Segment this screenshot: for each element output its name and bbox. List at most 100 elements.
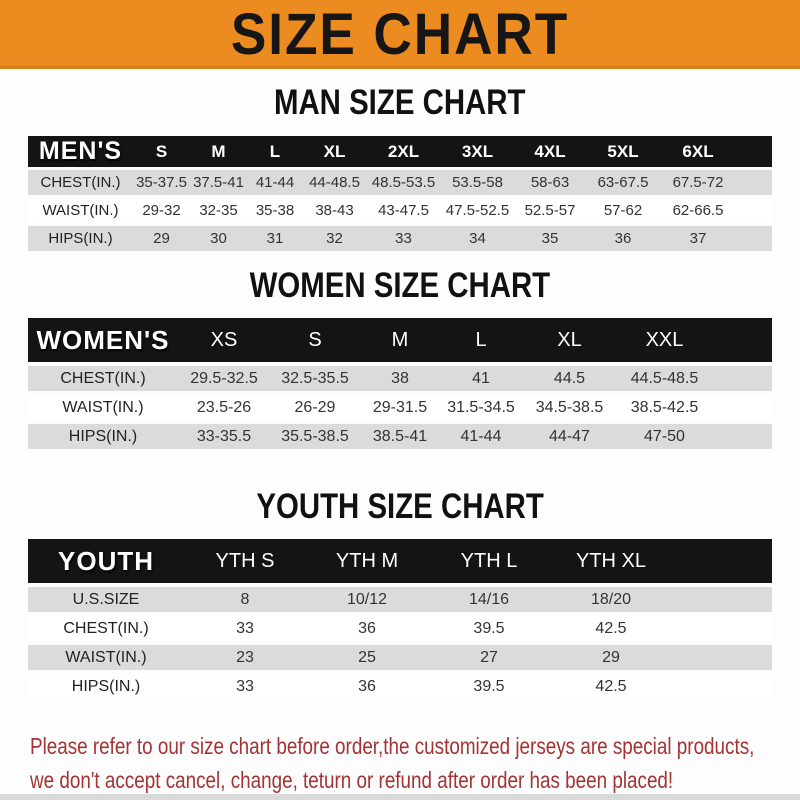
size-cell: 44-48.5 [303,170,366,195]
size-cell: 32.5-35.5 [270,366,360,391]
size-column-header: XL [303,136,366,167]
size-column-header: YTH L [428,539,550,583]
header-spacer [672,539,772,583]
size-cell: 47.5-52.5 [441,198,514,223]
size-cell: 38 [360,366,440,391]
row-label: WAIST(IN.) [28,395,178,420]
size-column-header: S [270,318,360,362]
youth-section-heading: YOUTH SIZE CHART [0,487,800,527]
row-spacer [712,366,772,391]
size-cell: 33-35.5 [178,424,270,449]
row-label: CHEST(IN.) [28,170,133,195]
header-spacer [712,318,772,362]
size-cell: 48.5-53.5 [366,170,441,195]
size-cell: 29-32 [133,198,190,223]
size-cell: 25 [306,645,428,670]
size-column-header: 5XL [586,136,660,167]
size-cell: 35-37.5 [133,170,190,195]
youth-size-table: YOUTH YTH S YTH M YTH L YTH XL U.S.SIZE 8 10/12… [28,535,772,703]
table-row: CHEST(IN.) 33 36 39.5 42.5 [28,616,772,641]
size-cell: 52.5-57 [514,198,586,223]
size-cell: 31.5-34.5 [440,395,522,420]
women-section-heading-text: WOMEN SIZE CHART [249,266,551,305]
size-column-header: M [360,318,440,362]
size-column-header: L [440,318,522,362]
table-row: HIPS(IN.) 29 30 31 32 33 34 35 36 37 [28,226,772,251]
table-row: WAIST(IN.) 29-32 32-35 35-38 38-43 43-47.5 47.… [28,198,772,223]
size-cell: 43-47.5 [366,198,441,223]
size-column-header: 4XL [514,136,586,167]
row-label: HIPS(IN.) [28,424,178,449]
youth-section-heading-text: YOUTH SIZE CHART [256,487,544,526]
size-cell: 62-66.5 [660,198,736,223]
size-cell: 58-63 [514,170,586,195]
size-cell: 8 [184,587,306,612]
size-cell: 57-62 [586,198,660,223]
row-label: WAIST(IN.) [28,645,184,670]
size-cell: 44.5-48.5 [617,366,712,391]
size-cell: 37.5-41 [190,170,247,195]
size-cell: 34.5-38.5 [522,395,617,420]
size-cell: 32 [303,226,366,251]
row-spacer [736,170,772,195]
row-label: HIPS(IN.) [28,674,184,699]
row-spacer [672,616,772,641]
table-row: CHEST(IN.) 35-37.5 37.5-41 41-44 44-48.5 48.5… [28,170,772,195]
size-column-header: YTH M [306,539,428,583]
size-cell: 33 [184,616,306,641]
size-cell: 29 [133,226,190,251]
row-label: U.S.SIZE [28,587,184,612]
table-row: WAIST(IN.) 23.5-26 26-29 29-31.5 31.5-34.5 34… [28,395,772,420]
table-row: U.S.SIZE 8 10/12 14/16 18/20 [28,587,772,612]
size-cell: 34 [441,226,514,251]
size-cell: 36 [306,674,428,699]
size-cell: 14/16 [428,587,550,612]
size-cell: 38.5-41 [360,424,440,449]
row-spacer [672,645,772,670]
banner-title: SIZE CHART [230,0,570,67]
size-cell: 30 [190,226,247,251]
women-section-heading: WOMEN SIZE CHART [0,266,800,306]
women-size-table: WOMEN'S XS S M L XL XXL CHEST(IN.) 29.5-32.5 32.5… [28,314,772,453]
size-cell: 29-31.5 [360,395,440,420]
table-row: WAIST(IN.) 23 25 27 29 [28,645,772,670]
disclaimer-line: Please refer to our size chart before or… [30,733,755,759]
size-cell: 63-67.5 [586,170,660,195]
size-column-header: XXL [617,318,712,362]
men-section-heading-text: MAN SIZE CHART [274,83,526,122]
size-column-header: 3XL [441,136,514,167]
size-cell: 39.5 [428,674,550,699]
table-row: CHEST(IN.) 29.5-32.5 32.5-35.5 38 41 44.5 44.5… [28,366,772,391]
size-column-header: 6XL [660,136,736,167]
size-chart-banner: SIZE CHART [0,0,800,69]
table-row: HIPS(IN.) 33 36 39.5 42.5 [28,674,772,699]
size-cell: 44-47 [522,424,617,449]
size-cell: 42.5 [550,674,672,699]
size-cell: 26-29 [270,395,360,420]
bottom-divider [0,794,800,800]
size-cell: 41 [440,366,522,391]
size-column-header: M [190,136,247,167]
size-cell: 37 [660,226,736,251]
size-cell: 23 [184,645,306,670]
header-spacer [736,136,772,167]
size-cell: 41-44 [247,170,303,195]
size-cell: 27 [428,645,550,670]
row-spacer [672,587,772,612]
size-cell: 41-44 [440,424,522,449]
size-cell: 33 [184,674,306,699]
size-cell: 42.5 [550,616,672,641]
size-cell: 33 [366,226,441,251]
row-spacer [712,395,772,420]
size-cell: 31 [247,226,303,251]
size-cell: 53.5-58 [441,170,514,195]
size-column-header: XS [178,318,270,362]
size-cell: 35-38 [247,198,303,223]
size-column-header: XL [522,318,617,362]
disclaimer: Please refer to our size chart before or… [30,729,800,797]
size-cell: 38.5-42.5 [617,395,712,420]
size-cell: 44.5 [522,366,617,391]
row-label: WAIST(IN.) [28,198,133,223]
row-spacer [736,226,772,251]
size-cell: 36 [306,616,428,641]
